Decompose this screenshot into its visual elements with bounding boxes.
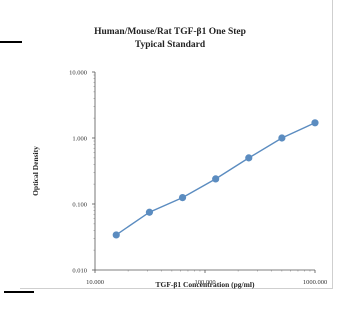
y-tick-label: 0.100	[72, 201, 87, 208]
y-axis-title: Optical Density	[31, 146, 40, 196]
data-point	[145, 208, 154, 216]
y-tick-label: 0.010	[72, 267, 87, 274]
data-point	[278, 134, 286, 142]
frame-border-bottom	[20, 288, 333, 289]
x-tick-label: 1000.000	[303, 279, 327, 286]
data-point	[311, 119, 319, 127]
frame-border-right	[332, 0, 333, 288]
tick-labels: 10.000 1.000 0.100 0.010 10.000 100.000 1000.0…	[69, 69, 327, 286]
chart-title-line1: Human/Mouse/Rat TGF-β1 One Step	[94, 27, 246, 37]
frame-line-top	[0, 41, 22, 43]
data-point	[112, 231, 120, 239]
x-tick-label: 10.000	[86, 279, 104, 286]
x-axis-title: TGF-β1 Concentration (pg/ml)	[156, 280, 255, 289]
y-tick-label: 1.000	[72, 135, 87, 142]
x-tick-label: 100.000	[194, 279, 215, 286]
y-tick-label: 10.000	[69, 69, 87, 76]
data-point	[178, 194, 187, 202]
axes	[92, 71, 316, 273]
series-layer	[112, 119, 319, 239]
frame-line-bottom	[4, 291, 34, 293]
chart-title-line2: Typical Standard	[134, 40, 206, 50]
data-point	[245, 154, 253, 162]
data-point	[212, 175, 220, 183]
